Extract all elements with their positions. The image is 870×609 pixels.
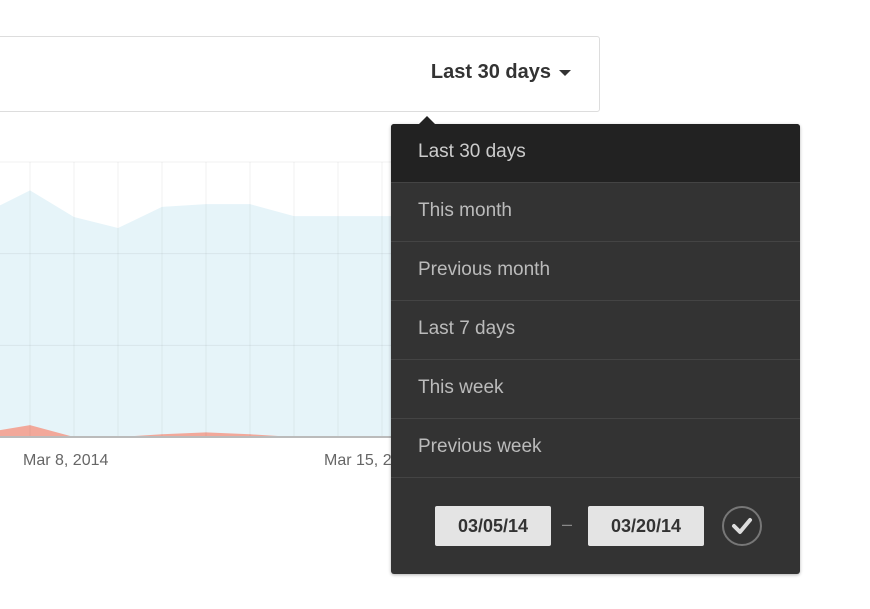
menu-item-previous-month[interactable]: Previous month: [391, 242, 800, 301]
menu-item-this-week[interactable]: This week: [391, 360, 800, 419]
range-separator: –: [562, 514, 573, 534]
end-date-input[interactable]: 03/20/14: [588, 506, 704, 546]
custom-range: 03/05/14 – 03/20/14: [391, 506, 800, 574]
date-range-menu: Last 30 days This month Previous month L…: [391, 116, 800, 574]
start-date-input[interactable]: 03/05/14: [435, 506, 551, 546]
menu-item-last-30-days[interactable]: Last 30 days: [391, 124, 800, 183]
menu-item-previous-week[interactable]: Previous week: [391, 419, 800, 478]
toolbar: Last 30 days: [0, 36, 600, 112]
menu-item-last-7-days[interactable]: Last 7 days: [391, 301, 800, 360]
caret-down-icon: [559, 69, 571, 76]
date-range-dropdown[interactable]: Last 30 days: [431, 61, 571, 84]
area-series-1: [0, 425, 400, 437]
area-chart: [0, 161, 400, 438]
area-series-0: [0, 190, 400, 437]
check-circle-icon[interactable]: [722, 506, 762, 546]
x-tick-label: Mar 8, 2014: [23, 452, 109, 469]
menu-item-this-month[interactable]: This month: [391, 183, 800, 242]
range-label: Last 30 days: [430, 61, 551, 83]
